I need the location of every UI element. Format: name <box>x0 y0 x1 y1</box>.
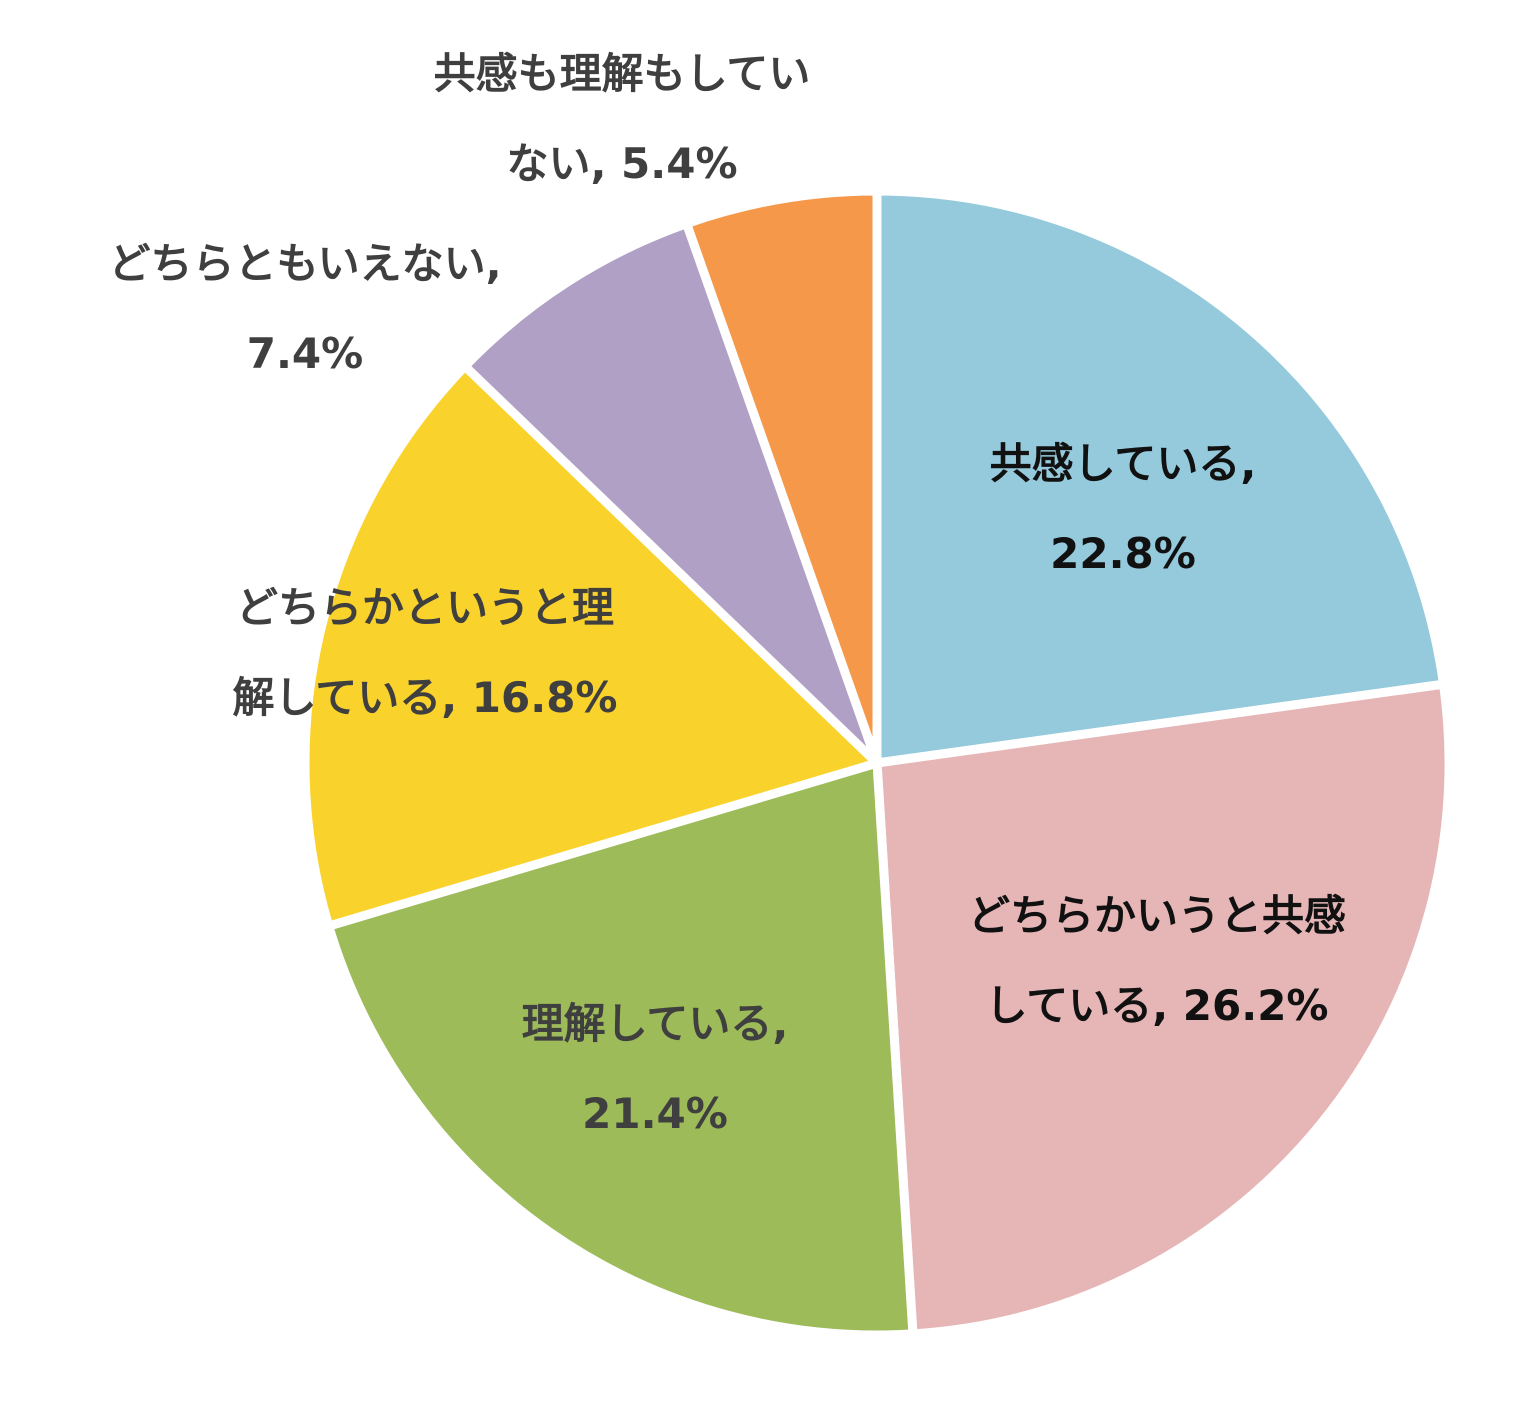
pie-labels: 共感している, 22.8% どちらかいうと共感している, 26.2% 理解している, 2… <box>108 49 1346 1138</box>
slice-label-4: どちらかというと理解している, 16.8% <box>232 583 617 722</box>
pie-slice-1 <box>872 186 1449 768</box>
slice-label-5-line-2: 7.4% <box>247 329 363 378</box>
slice-label-6-line-1: 共感も理解もしてい <box>434 49 811 98</box>
slice-label-1-line-2: 22.8% <box>1050 529 1196 578</box>
slice-label-2-line-2: している, 26.2% <box>985 981 1328 1030</box>
pie-slice-4 <box>300 361 882 931</box>
slice-label-5: どちらともいえない, 7.4% <box>108 239 501 378</box>
pie-slice-2 <box>872 679 1454 1339</box>
slice-label-3-line-1: 理解している, <box>522 999 789 1048</box>
pie-slices <box>300 186 1454 1340</box>
slice-label-4-line-1: どちらかというと理 <box>236 583 614 632</box>
slice-label-6: 共感も理解もしていない, 5.4% <box>434 49 811 188</box>
pie-slice-6 <box>682 186 882 768</box>
slice-label-3-line-2: 21.4% <box>582 1089 728 1138</box>
slice-label-5-line-1: どちらともいえない, <box>108 239 501 288</box>
slice-label-3: 理解している, 21.4% <box>522 999 789 1138</box>
pie-slice-3 <box>324 758 918 1340</box>
slice-label-2-line-1: どちらかいうと共感 <box>968 891 1346 940</box>
slice-label-1-line-1: 共感している, <box>990 439 1257 488</box>
slice-label-2: どちらかいうと共感している, 26.2% <box>968 891 1346 1030</box>
slice-label-4-line-2: 解している, 16.8% <box>232 673 617 722</box>
pie-slice-5 <box>460 219 882 768</box>
slice-label-6-line-2: ない, 5.4% <box>506 139 737 188</box>
slice-label-1: 共感している, 22.8% <box>990 439 1257 578</box>
